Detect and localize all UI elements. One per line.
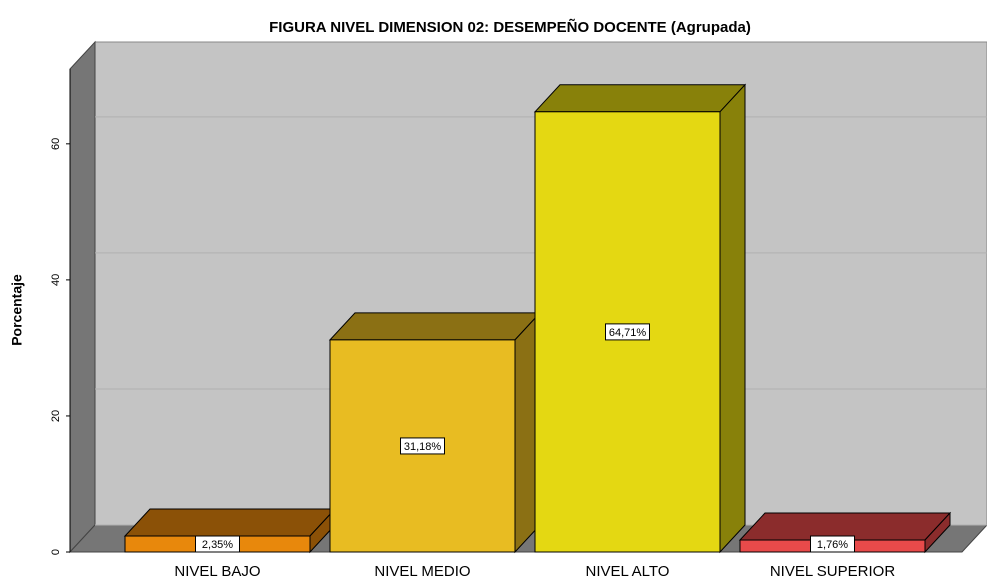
value-label: 1,76% xyxy=(817,539,848,551)
value-label-box xyxy=(810,535,855,553)
side-wall xyxy=(69,40,96,554)
y-tick-label: 60 xyxy=(50,138,62,150)
y-tick-label: 40 xyxy=(50,274,62,286)
value-label: 31,18% xyxy=(404,441,442,453)
chart-title: FIGURA NIVEL DIMENSION 02: DESEMPEÑO DOC… xyxy=(269,18,751,36)
y-axis-title: Porcentaje xyxy=(9,274,25,346)
x-tick-label: NIVEL MEDIO xyxy=(374,563,470,580)
y-tick-label: 0 xyxy=(50,549,62,555)
bar-top xyxy=(123,508,337,537)
bar-top xyxy=(533,84,747,113)
value-label: 2,35% xyxy=(202,539,233,551)
x-tick-label: NIVEL SUPERIOR xyxy=(770,563,895,580)
y-tick-label: 20 xyxy=(50,410,62,422)
value-label-box xyxy=(605,323,650,341)
x-tick-label: NIVEL BAJO xyxy=(174,563,260,580)
x-tick-label: NIVEL ALTO xyxy=(586,563,670,580)
value-label-box xyxy=(195,535,240,553)
bar-side xyxy=(719,83,746,554)
bar-top xyxy=(328,312,542,341)
value-label-box xyxy=(400,437,445,455)
value-label: 64,71% xyxy=(609,327,647,339)
